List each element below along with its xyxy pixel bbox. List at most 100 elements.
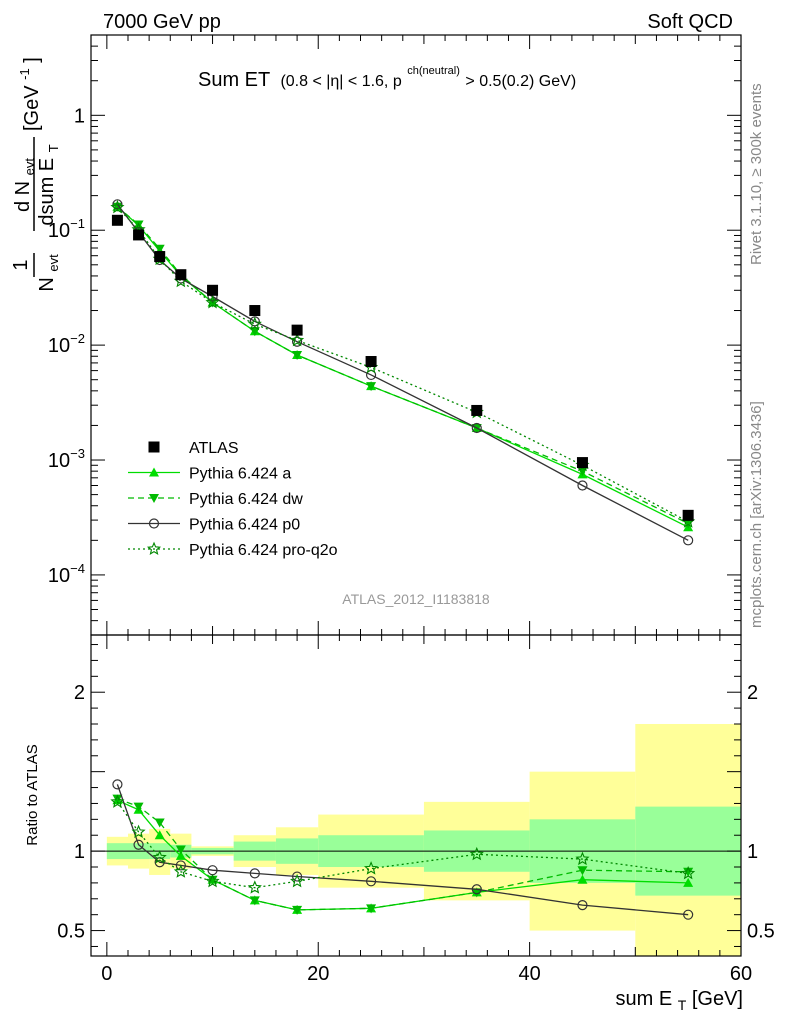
main-series-atlas — [111, 214, 694, 521]
ratio-point-pythia_dw — [112, 794, 123, 804]
ratio-point-pythia_pro_q2o — [364, 861, 379, 875]
main-point-pythia_p0 — [112, 199, 123, 210]
main-y-tick-label-base: 10 — [48, 565, 70, 587]
main-point-pythia_dw — [249, 327, 260, 337]
ratio-point-pythia_a — [683, 877, 694, 887]
main-y-tick-label-exp: −2 — [70, 331, 85, 346]
main-line-pythia_pro_q2o — [116, 206, 689, 523]
main-title: Sum ET (0.8 < |η| < 1.6, p ch(neutral) >… — [198, 57, 576, 91]
main-point-pythia_p0 — [577, 480, 588, 491]
main-y-axis-label: 1 N evt d N evt dsum E T [GeV -1 ] — [10, 57, 61, 292]
ratio-point-pythia_a — [175, 850, 186, 860]
ratio-point-pythia_dw — [366, 904, 377, 914]
legend-marker-pythia_a — [149, 467, 159, 477]
ratio-point-pythia_pro_q2o — [290, 873, 305, 888]
main-title-tail: > 0.5(0.2) GeV) — [465, 73, 576, 90]
ratio-point-pythia_p0 — [112, 779, 123, 790]
ratio-point-pythia_pro_q2o — [205, 873, 220, 888]
ratio-point-pythia_p0 — [365, 876, 377, 887]
x-tick-label: 40 — [518, 963, 540, 985]
ratio-y-tick-label-right: 0.5 — [747, 921, 775, 943]
ratio-line-pythia_pro_q2o — [116, 801, 689, 889]
main-panel-frame: 10−410−310−210−11 — [48, 34, 742, 636]
ylabel-unit-main: [GeV — [21, 85, 43, 131]
ylabel-den1: N evt — [36, 254, 61, 292]
main-point-pythia_p0 — [291, 336, 303, 347]
ratio-point-pythia_pro_q2o — [173, 864, 188, 878]
legend-marker-pythia_pro_q2o — [146, 541, 162, 556]
main-y-tick-label-exp: −1 — [70, 216, 85, 231]
ratio-point-pythia_dw — [207, 875, 218, 885]
ratio-panel-frame: 0 20 40 60 0.5 0.5 1 1 2 2 — [57, 634, 775, 985]
x-axis-label-unit: [GeV] — [692, 988, 743, 1010]
ratio-line-pythia_p0 — [116, 784, 689, 916]
ratio-series-pythia_p0 — [112, 779, 694, 920]
ylabel-den1-main: N — [36, 277, 58, 291]
x-tick-label: 20 — [307, 963, 329, 985]
main-title-label: Sum ET — [198, 69, 270, 91]
main-point-atlas — [207, 284, 219, 296]
ylabel-unit-close: ] — [21, 57, 43, 63]
main-point-pythia_pro_q2o — [247, 316, 262, 331]
ratio-point-pythia_dw — [683, 867, 694, 877]
ylabel-den1-sub: evt — [46, 254, 61, 272]
ratio-point-pythia_dw — [577, 866, 588, 876]
legend-label-pythia_a: Pythia 6.424 a — [189, 466, 291, 483]
ratio-y-tick-label-right: 2 — [747, 682, 758, 704]
ylabel-den2-main: dsum E — [36, 158, 58, 226]
main-point-pythia_dw — [366, 382, 377, 392]
legend-label-pythia_pro_q2o: Pythia 6.424 pro-q2o — [189, 542, 338, 559]
ratio-point-pythia_pro_q2o — [110, 794, 125, 808]
ratio-point-pythia_pro_q2o — [681, 865, 696, 880]
mcplots-label: mcplots.cern.ch [arXiv:1306.3436] — [748, 401, 765, 628]
main-y-tick-label: 10−4 — [48, 561, 85, 587]
ratio-point-pythia_p0 — [249, 868, 260, 879]
ylabel-unit-sup: -1 — [17, 68, 32, 80]
x-axis-label-main: sum E — [615, 988, 672, 1010]
ratio-point-pythia_pro_q2o — [152, 850, 167, 864]
main-y-tick-label: 1 — [74, 105, 85, 127]
ratio-point-pythia_p0 — [291, 871, 303, 882]
ratio-point-pythia_pro_q2o — [469, 846, 484, 861]
ylabel-frac1: 1 — [10, 259, 32, 270]
ratio-point-pythia_dw — [175, 845, 186, 855]
main-point-pythia_p0 — [471, 422, 482, 434]
legend-marker-pythia_dw — [149, 494, 159, 503]
main-point-atlas — [175, 269, 187, 281]
ratio-y-tick-label: 1 — [74, 841, 85, 863]
main-point-pythia_dw — [154, 244, 165, 254]
x-axis-label-sub: T — [678, 997, 687, 1013]
main-line-pythia_p0 — [116, 203, 689, 541]
legend-marker-pythia_p0 — [148, 518, 160, 529]
main-title-sup: ch(neutral) — [407, 65, 460, 77]
main-point-atlas — [471, 404, 483, 416]
ratio-point-pythia_p0 — [683, 909, 694, 920]
ratio-uncertainty-bands — [106, 723, 741, 956]
ratio-point-pythia_pro_q2o — [131, 824, 146, 839]
energy-label: 7000 GeV pp — [103, 11, 221, 33]
ylabel-den2-sub: T — [46, 144, 61, 152]
ratio-point-pythia_a — [577, 874, 588, 884]
main-y-tick-label: 10−3 — [48, 446, 85, 472]
ylabel-num-main: d N — [12, 181, 34, 212]
main-point-atlas — [365, 356, 377, 368]
ratio-point-pythia_dw — [249, 896, 260, 906]
main-point-atlas — [249, 305, 261, 317]
ylabel-unit: [GeV -1 ] — [12, 57, 43, 131]
group-label: Soft QCD — [647, 11, 733, 33]
main-y-tick-label-base: 10 — [48, 450, 70, 472]
main-title-cut: (0.8 < |η| < 1.6, p — [280, 73, 401, 90]
legend-label-atlas: ATLAS — [189, 440, 239, 457]
ratio-point-pythia_pro_q2o — [247, 880, 262, 894]
ratio-point-pythia_dw — [154, 818, 165, 828]
x-tick-label: 0 — [101, 963, 112, 985]
ylabel-den2: dsum E T — [36, 144, 61, 225]
legend: ATLAS Pythia 6.424 a Pythia 6.424 dw Pythia… — [128, 440, 338, 559]
main-y-tick-label-exp: −3 — [70, 446, 85, 461]
ratio-point-pythia_pro_q2o — [575, 851, 590, 866]
x-axis-label: sum E T [GeV] — [615, 988, 743, 1015]
x-tick-label: 60 — [730, 963, 752, 985]
rivet-label: Rivet 3.1.10, ≥ 300k events — [748, 83, 765, 265]
legend-label-pythia_dw: Pythia 6.424 dw — [189, 491, 303, 508]
main-panel-series — [110, 199, 696, 546]
